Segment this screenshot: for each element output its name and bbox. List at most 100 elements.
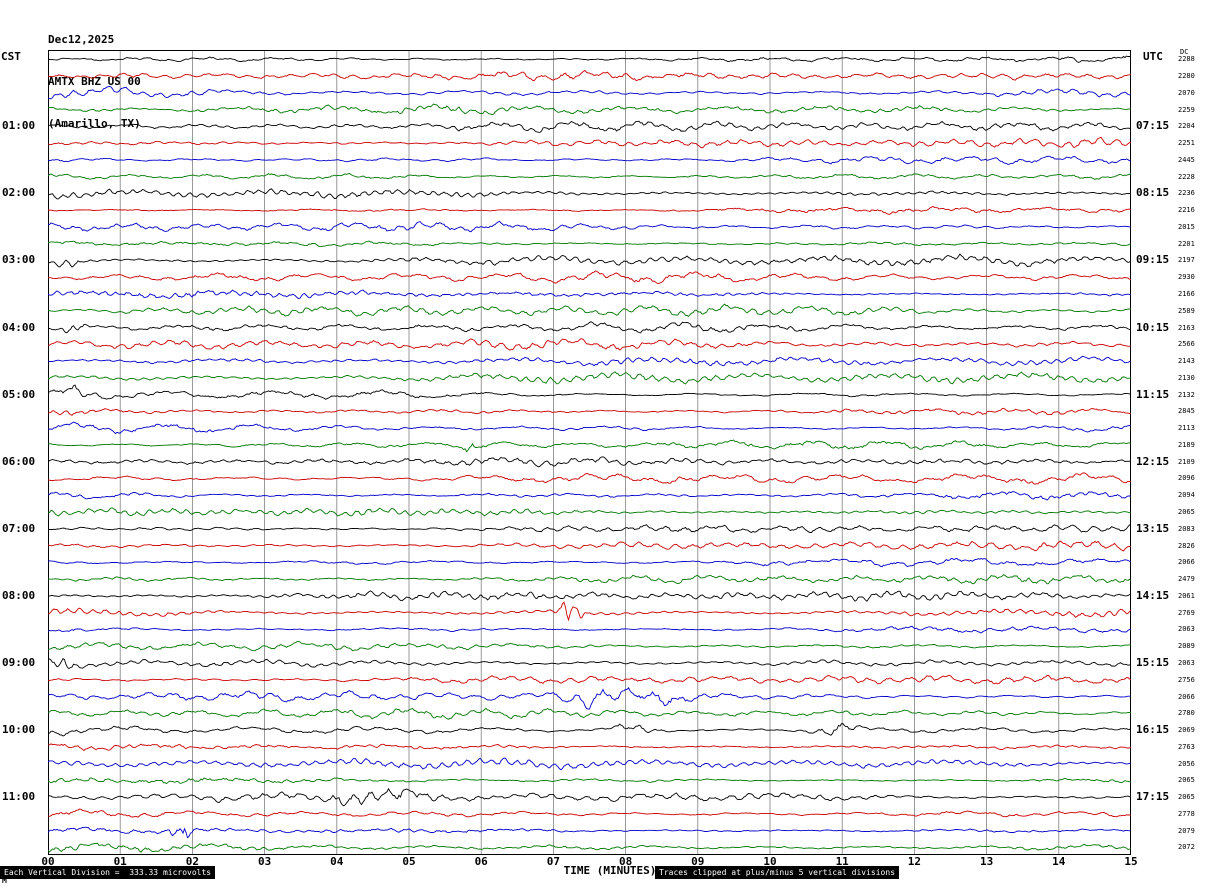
x-tick-label: 03 (257, 855, 272, 868)
dc-value: 2083 (1178, 524, 1195, 533)
dc-value: 2166 (1178, 290, 1195, 299)
dc-value: 2061 (1178, 591, 1195, 600)
x-tick-label: 01 (113, 855, 127, 868)
dc-value: 2069 (1178, 726, 1195, 735)
seismo-trace (48, 103, 1131, 116)
utc-hour-label: 10:15 (1136, 320, 1170, 334)
x-tick-label: 15 (1124, 855, 1138, 868)
dc-value: 2228 (1178, 172, 1195, 181)
cst-hour-label: 04:00 (2, 320, 36, 334)
x-tick-label: 00 (41, 855, 55, 868)
x-tick-label: 12 (907, 855, 922, 868)
dc-value: 2756 (1178, 675, 1195, 684)
seismo-trace (48, 687, 1131, 710)
x-tick-label: 07 (546, 855, 561, 868)
seismo-trace (48, 826, 1131, 839)
dc-value: 2109 (1178, 457, 1195, 466)
logo-mark: M (2, 876, 7, 885)
seismo-trace (48, 574, 1131, 585)
cst-hour-label: 03:00 (2, 253, 36, 267)
dc-value: 2065 (1178, 793, 1195, 802)
cst-hour-label: 07:00 (2, 521, 36, 535)
station-header: Dec12,2025 AMTX BHZ US 00 (Amarillo, TX) (48, 5, 141, 145)
seismo-trace (48, 808, 1131, 818)
seismo-trace (48, 625, 1131, 634)
clip-note: Traces clipped at plus/minus 5 vertical … (655, 866, 900, 879)
seismo-trace (48, 69, 1131, 82)
seismo-trace (48, 590, 1131, 602)
dc-value: 2236 (1178, 189, 1195, 198)
header-location: (Amarillo, TX) (48, 117, 141, 130)
utc-hour-label: 07:15 (1136, 119, 1170, 133)
left-timezone-label: CST (1, 50, 21, 63)
dc-value: 2251 (1178, 139, 1195, 148)
seismo-trace (48, 723, 1131, 737)
seismo-trace (48, 557, 1131, 568)
dc-value: 2113 (1178, 424, 1195, 433)
seismo-trace (48, 456, 1131, 468)
x-tick-label: 13 (979, 855, 994, 868)
seismo-trace (48, 173, 1131, 180)
dc-value: 2094 (1178, 491, 1195, 500)
seismo-trace (48, 321, 1131, 334)
utc-hour-label: 08:15 (1136, 186, 1170, 200)
cst-hour-label: 08:00 (2, 588, 36, 602)
header-date: Dec12,2025 (48, 33, 115, 46)
dc-value: 2780 (1178, 709, 1195, 718)
dc-value: 2280 (1178, 71, 1195, 80)
dc-value: 2204 (1178, 122, 1195, 131)
dc-value: 2072 (1178, 843, 1195, 852)
seismo-trace (48, 55, 1131, 63)
utc-hour-label: 11:15 (1136, 387, 1170, 401)
right-timezone-label: UTC (1143, 50, 1163, 63)
dc-value: 2066 (1178, 692, 1195, 701)
dc-value: 2216 (1178, 206, 1195, 215)
header-station-code: AMTX BHZ US 00 (48, 75, 141, 88)
dc-value: 2566 (1178, 340, 1195, 349)
seismo-trace (48, 787, 1131, 807)
dc-value: 2778 (1178, 809, 1195, 818)
seismo-trace (48, 421, 1131, 435)
dc-value: 2197 (1178, 256, 1195, 265)
seismo-trace (48, 658, 1131, 670)
x-tick-label: 04 (330, 855, 344, 868)
dc-column-header: DC (1180, 48, 1189, 56)
seismo-trace (48, 220, 1131, 233)
utc-hour-label: 14:15 (1136, 588, 1170, 602)
utc-hour-label: 17:15 (1136, 790, 1170, 804)
x-tick-label: 05 (402, 855, 416, 868)
seismo-trace (48, 743, 1131, 752)
cst-hour-label: 10:00 (2, 723, 36, 737)
dc-value: 2096 (1178, 474, 1195, 483)
seismo-trace (48, 270, 1131, 285)
seismo-trace (48, 384, 1131, 400)
cst-hour-label: 02:00 (2, 186, 36, 200)
seismo-trace (48, 289, 1131, 299)
seismo-trace (48, 777, 1131, 785)
dc-value: 2930 (1178, 273, 1195, 282)
cst-hour-label: 06:00 (2, 454, 36, 468)
cst-hour-label: 09:00 (2, 655, 36, 669)
seismo-trace (48, 674, 1131, 685)
dc-value: 2445 (1178, 155, 1195, 164)
seismo-trace (48, 136, 1131, 149)
x-axis-title: TIME (MINUTES) (563, 864, 657, 877)
utc-hour-label: 09:15 (1136, 253, 1170, 267)
seismo-trace (48, 120, 1131, 133)
dc-value: 2163 (1178, 323, 1195, 332)
dc-value: 2201 (1178, 239, 1195, 248)
dc-value: 2132 (1178, 390, 1195, 399)
seismo-trace (48, 407, 1131, 416)
utc-hour-label: 15:15 (1136, 655, 1170, 669)
dc-value: 2056 (1178, 759, 1195, 768)
seismo-trace (48, 757, 1131, 771)
dc-value: 2589 (1178, 306, 1195, 315)
seismo-trace (48, 253, 1131, 268)
utc-hour-label: 16:15 (1136, 723, 1170, 737)
seismo-trace (48, 641, 1131, 652)
seismo-trace (48, 540, 1131, 552)
seismo-trace (48, 240, 1131, 248)
dc-value: 2066 (1178, 558, 1195, 567)
dc-value: 2845 (1178, 407, 1195, 416)
dc-value: 2065 (1178, 508, 1195, 517)
